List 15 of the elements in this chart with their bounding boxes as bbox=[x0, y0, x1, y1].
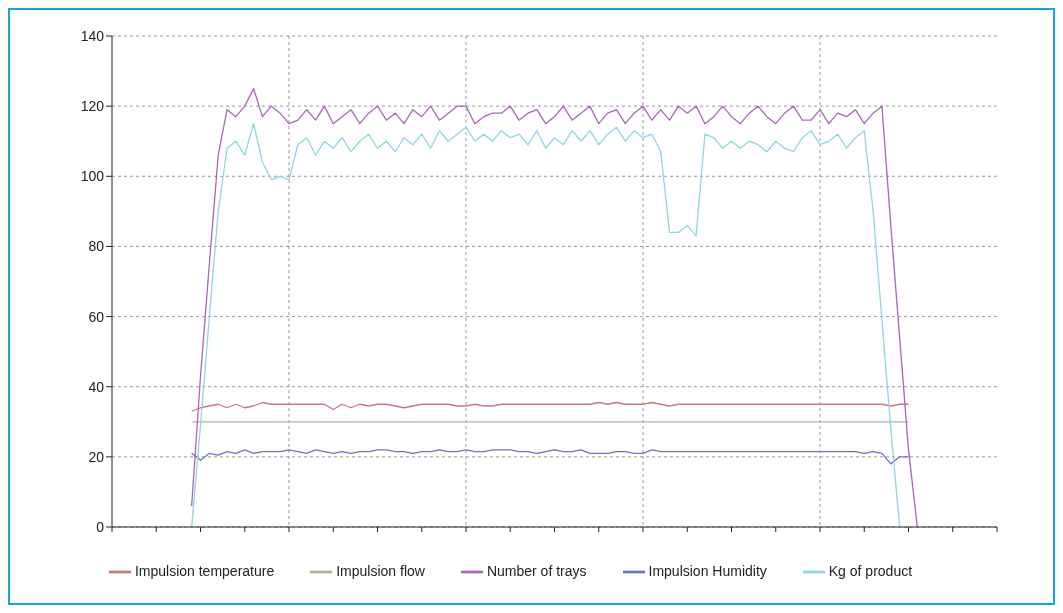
legend-label: Kg of product bbox=[828, 562, 913, 579]
line-series bbox=[191, 449, 910, 465]
line-series bbox=[191, 401, 910, 412]
y-tick-label: 120 bbox=[80, 98, 105, 115]
legend-label: Impulsion flow bbox=[336, 562, 425, 579]
legend-label: Impulsion temperature bbox=[134, 562, 275, 579]
y-tick-label: 100 bbox=[80, 168, 105, 185]
y-tick-label: 40 bbox=[88, 378, 105, 395]
y-tick-label: 140 bbox=[80, 27, 105, 44]
y-tick-label: 20 bbox=[88, 448, 105, 465]
legend-label: Impulsion Humidity bbox=[648, 562, 767, 579]
y-tick-label: 0 bbox=[96, 518, 105, 535]
y-tick-label: 80 bbox=[88, 238, 105, 255]
y-tick-label: 60 bbox=[88, 308, 105, 325]
legend-label: Number of trays bbox=[486, 562, 587, 579]
